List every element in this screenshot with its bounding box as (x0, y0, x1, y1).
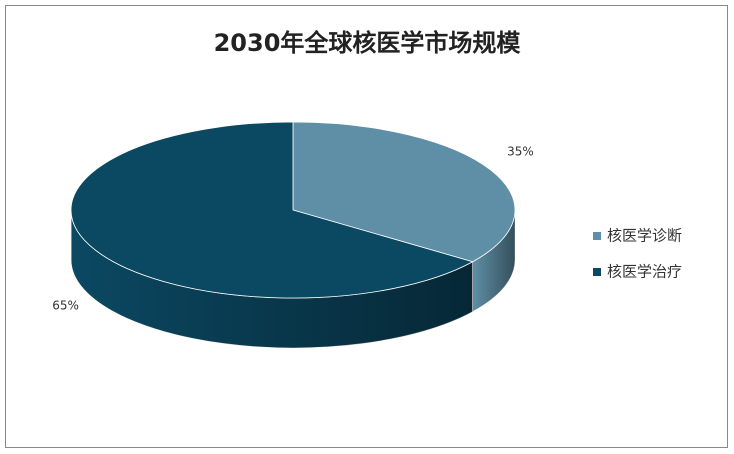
pie-slice (70, 121, 474, 299)
pie-slice (292, 121, 516, 263)
legend-label: 核医学诊断 (607, 227, 682, 245)
legend-swatch (593, 232, 601, 240)
legend-label: 核医学治疗 (607, 263, 682, 281)
data-label: 35% (507, 145, 534, 159)
legend-swatch (593, 268, 601, 276)
chart-title: 2030年全球核医学市场规模 (214, 29, 522, 57)
data-label: 65% (52, 298, 79, 312)
